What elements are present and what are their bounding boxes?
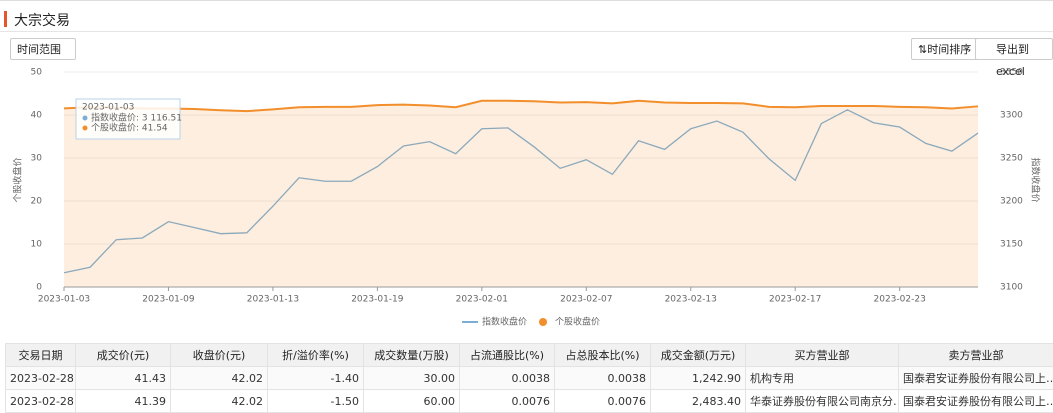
table-cell: 2023-02-28 (5, 366, 76, 390)
table-cell: 0.0038 (459, 366, 555, 390)
x-tick-label: 2023-02-07 (560, 295, 612, 305)
header: 大宗交易 (0, 0, 1053, 32)
line (63, 99, 979, 113)
chart: 0 10 20 30 40 50 3100 3150 3200 3250 3300 3350 个股收盘价… (12, 68, 1042, 328)
table-cell: 0.0076 (459, 389, 555, 413)
range-button[interactable]: 时间范围 (10, 38, 76, 60)
data-table: 交易日期 成交价(元) 收盘价(元) 折/溢价率(%) 成交数量(万股) 占流通股比(%)… (5, 343, 1053, 413)
tooltip-line: 指数收盘价: 3 116.51 (91, 112, 182, 124)
column-header: 折/溢价率(%) (267, 343, 364, 367)
legend-marker (539, 318, 547, 326)
table-cell: 0.0076 (554, 389, 651, 413)
y-tick-label: 10 (31, 240, 43, 250)
y2-tick-label: 3300 (1000, 111, 1023, 121)
table-cell: 国泰君安证券股份有限公司上… (898, 366, 1053, 390)
table-cell: 2,483.40 (650, 389, 746, 413)
table-cell: -1.40 (267, 366, 364, 390)
table-cell: 华泰证券股份有限公司南京分… (745, 389, 899, 413)
y2-tick-label: 3200 (1000, 197, 1023, 207)
tooltip (75, 98, 181, 140)
y2-tick-label: 3250 (1000, 154, 1023, 164)
export-label: 导出到excel (996, 43, 1029, 78)
tooltip-title: 2023-01-03 (82, 103, 134, 113)
y2-tick-label: 3150 (1000, 240, 1023, 250)
title: 大宗交易 (14, 13, 70, 29)
table-cell: 1,242.90 (650, 366, 746, 390)
y-tick-label: 50 (31, 68, 43, 78)
sort-button[interactable]: ⇅时间排序 (911, 38, 979, 60)
table-cell: 2023-02-28 (5, 389, 76, 413)
y-tick-label: 40 (31, 111, 43, 121)
table-cell: 60.00 (363, 389, 460, 413)
line (63, 109, 979, 274)
tooltip-line: 个股收盘价: 41.54 (91, 122, 168, 134)
table-cell: 41.43 (75, 366, 171, 390)
x-tick-label: 2023-01-13 (247, 295, 299, 305)
table-cell: 42.02 (170, 366, 268, 390)
tooltip-dot (82, 115, 88, 121)
table-cell: 0.0038 (554, 366, 651, 390)
x-tick-label: 2023-01-19 (351, 295, 404, 305)
column-header: 占流通股比(%) (459, 343, 555, 367)
column-header: 成交数量(万股) (363, 343, 460, 367)
table-cell: 42.02 (170, 389, 268, 413)
x-tick-label: 2023-01-09 (142, 295, 195, 305)
x-tick-label: 2023-02-13 (665, 295, 717, 305)
column-header: 收盘价(元) (170, 343, 268, 367)
x-tick-label: 2023-02-23 (874, 295, 926, 305)
x-tick-label: 2023-02-01 (456, 295, 508, 305)
table-row: 2023-02-28 41.43 42.02 -1.40 30.00 0.0038 0.00… (5, 366, 1053, 390)
table-cell: 国泰君安证券股份有限公司上… (898, 389, 1053, 413)
y2-tick-label: 3350 (1000, 68, 1023, 78)
y2-tick-label: 3100 (1000, 283, 1023, 293)
area (64, 100, 978, 287)
column-header: 占总股本比(%) (554, 343, 651, 367)
table-cell: 30.00 (363, 366, 460, 390)
column-header: 交易日期 (5, 343, 76, 367)
y2-axis-title: 指数收盘价 (1030, 157, 1042, 202)
table-cell: 机构专用 (745, 366, 899, 390)
column-header: 卖方营业部 (898, 343, 1053, 367)
legend-label: 指数收盘价 (482, 316, 527, 328)
column-header: 买方营业部 (745, 343, 899, 367)
title-bar (4, 11, 7, 27)
y-tick-label: 30 (31, 154, 43, 164)
x-tick-label: 2023-01-03 (38, 295, 90, 305)
y-tick-label: 0 (36, 283, 42, 293)
tooltip-dot (82, 125, 88, 131)
table-cell: -1.50 (267, 389, 364, 413)
y-axis-title: 个股收盘价 (12, 157, 24, 202)
table-cell: 41.39 (75, 389, 171, 413)
table-row: 2023-02-28 41.39 42.02 -1.50 60.00 0.0076 0.00… (5, 389, 1053, 413)
x-tick-label: 2023-02-17 (769, 295, 821, 305)
legend-label: 个股收盘价 (555, 316, 600, 328)
column-header: 成交金额(万元) (650, 343, 746, 367)
y-tick-label: 20 (31, 197, 43, 207)
export-button[interactable]: 导出到excel (975, 38, 1053, 78)
column-header: 成交价(元) (75, 343, 171, 367)
